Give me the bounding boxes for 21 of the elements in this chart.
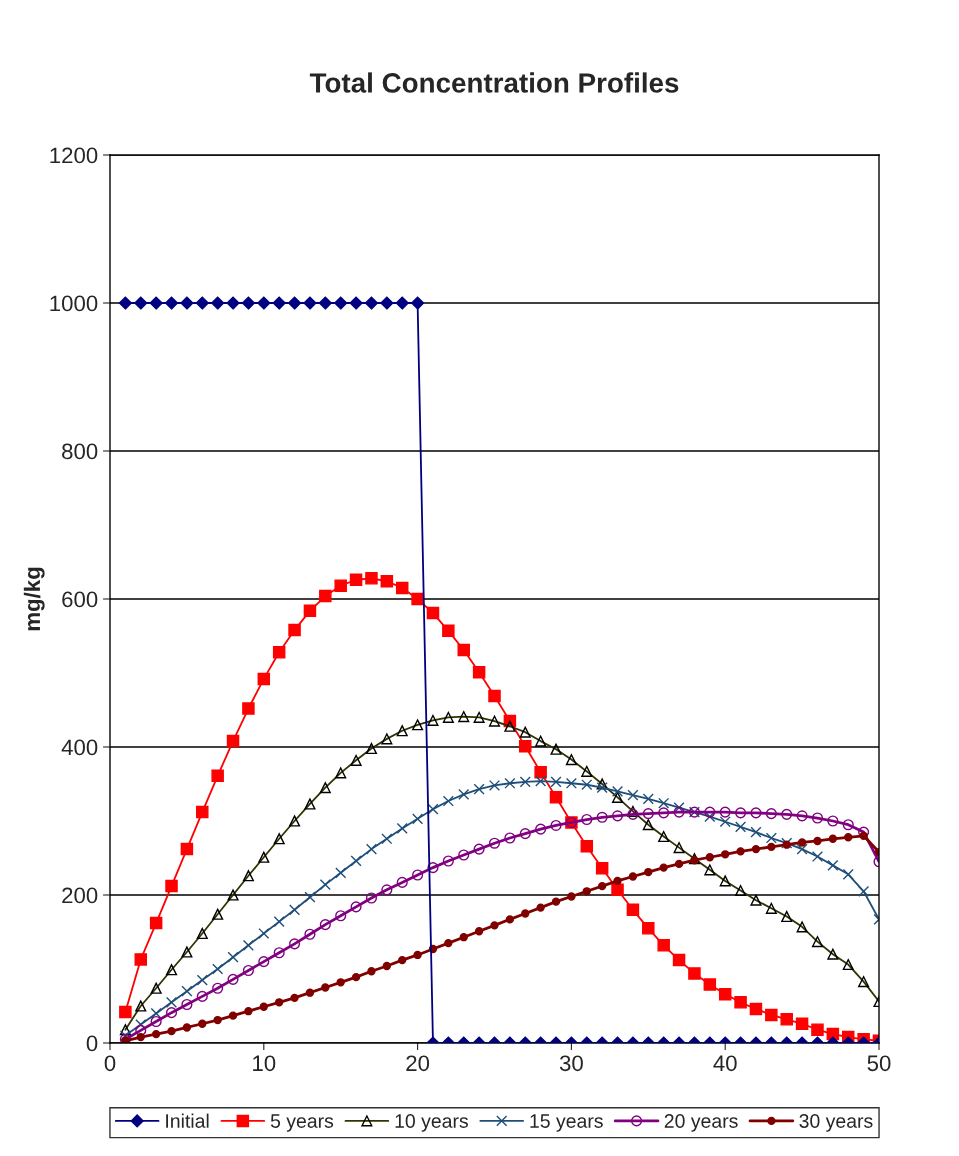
legend-label: 15 years (530, 1114, 603, 1132)
y-tick-label: 0 (86, 1035, 98, 1052)
y-tick-label: 400 (61, 739, 98, 756)
legend-label: 20 years (664, 1114, 738, 1132)
x-tick-label: 50 (867, 1055, 891, 1072)
y-axis-title: mg/kg (23, 567, 45, 631)
x-tick-label: 10 (253, 1055, 276, 1072)
x-tick-label: 20 (406, 1055, 430, 1072)
chart-title: Total Concentration Profiles (309, 72, 679, 93)
x-tick-label: 40 (713, 1055, 737, 1072)
legend-label: Initial (166, 1113, 209, 1128)
y-tick-label: 1000 (50, 295, 98, 312)
legend-label: 30 years (799, 1114, 873, 1132)
y-tick-label: 800 (62, 443, 98, 460)
x-tick-label: 30 (559, 1055, 583, 1072)
y-tick-label: 1200 (50, 147, 98, 164)
y-tick-label: 600 (62, 591, 98, 608)
y-tick-label: 200 (62, 887, 98, 904)
legend-label: 10 years (395, 1114, 468, 1132)
x-tick-label: 0 (104, 1055, 116, 1072)
legend-label: 5 years (270, 1114, 334, 1132)
